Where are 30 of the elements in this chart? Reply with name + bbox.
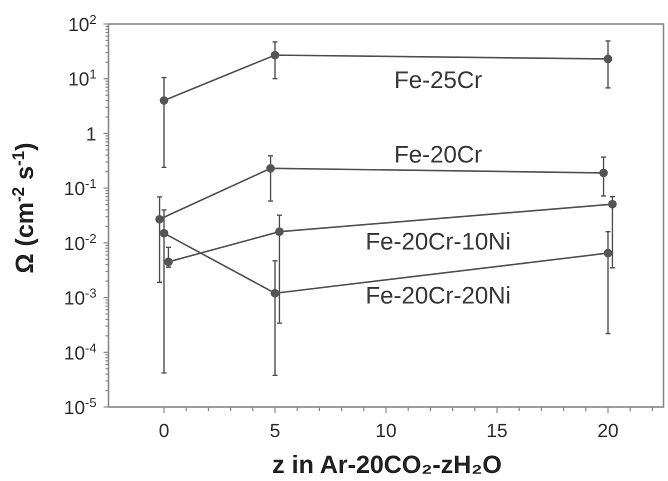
point	[270, 288, 280, 298]
x-tick-label: 0	[158, 421, 170, 442]
x-axis-title: z in Ar-20CO₂-zH₂O	[272, 451, 502, 479]
series-label: Fe-20Cr-10Ni	[365, 228, 511, 256]
series-label: Fe-20Cr	[394, 142, 482, 169]
y-tick-label: 10$^{1}$	[68, 66, 96, 91]
y-tick-label: 10$^{-1}$	[64, 176, 96, 200]
series-label: Fe-25Cr	[394, 66, 482, 94]
point	[604, 248, 612, 258]
point	[160, 96, 168, 105]
y-tick-label: 10$^{-5}$	[64, 394, 96, 419]
point	[608, 200, 617, 208]
point	[599, 168, 608, 178]
x-tick-label: 10	[375, 421, 397, 442]
point	[160, 228, 168, 238]
x-tick-label: 20	[597, 421, 619, 442]
y-tick-label: 10$^{-4}$	[64, 340, 96, 364]
point	[164, 258, 173, 266]
series-label: Fe-20Cr-20Ni	[365, 282, 511, 310]
y-tick-label: 10$^{-3}$	[64, 285, 96, 310]
x-tick-label: 15	[486, 421, 508, 442]
y-tick-label: 10$^{-2}$	[64, 230, 96, 255]
y-tick-label: 1	[86, 124, 96, 146]
point	[266, 164, 275, 173]
point	[275, 227, 284, 236]
y-tick-label: 10$^{2}$	[68, 12, 96, 36]
point	[604, 54, 612, 64]
point	[270, 50, 280, 60]
point	[155, 214, 164, 224]
x-tick-label: 5	[270, 421, 280, 442]
